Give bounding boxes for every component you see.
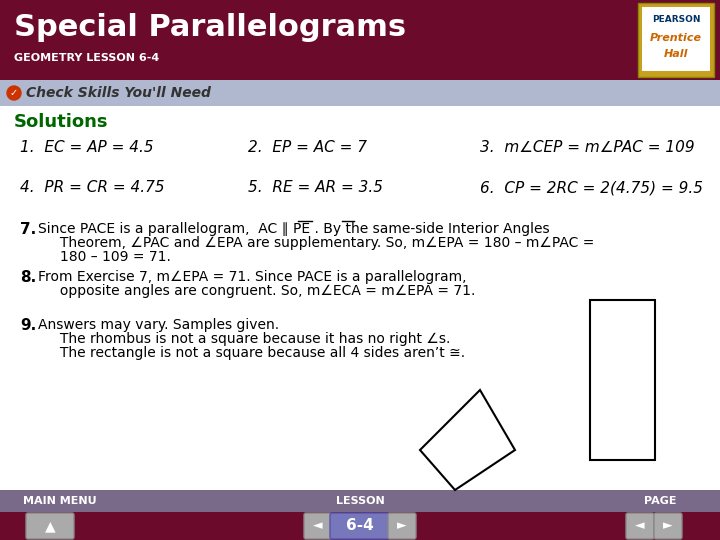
Text: 7.: 7. xyxy=(20,222,36,237)
FancyBboxPatch shape xyxy=(26,513,74,539)
FancyBboxPatch shape xyxy=(0,0,720,80)
Text: 3.  m∠CEP = m∠PAC = 109: 3. m∠CEP = m∠PAC = 109 xyxy=(480,140,695,156)
FancyBboxPatch shape xyxy=(330,513,390,539)
Text: 8.: 8. xyxy=(20,270,36,285)
Text: From Exercise 7, m∠EPA = 71. Since PACE is a parallelogram,: From Exercise 7, m∠EPA = 71. Since PACE … xyxy=(38,270,467,284)
Text: 6.  CP = 2RC = 2(4.75) = 9.5: 6. CP = 2RC = 2(4.75) = 9.5 xyxy=(480,180,703,195)
Text: Hall: Hall xyxy=(664,49,688,59)
Text: Solutions: Solutions xyxy=(14,113,109,131)
Text: 4.  PR = CR = 4.75: 4. PR = CR = 4.75 xyxy=(20,180,165,195)
Text: ◄: ◄ xyxy=(635,519,645,532)
Text: Since PACE is a parallelogram,  AC ∥ PE . By the same-side Interior Angles: Since PACE is a parallelogram, AC ∥ PE .… xyxy=(38,222,549,236)
Text: The rhombus is not a square because it has no right ∠s.: The rhombus is not a square because it h… xyxy=(38,332,451,346)
Text: Prentice: Prentice xyxy=(650,33,702,43)
Text: opposite angles are congruent. So, m∠ECA = m∠EPA = 71.: opposite angles are congruent. So, m∠ECA… xyxy=(38,284,475,298)
FancyBboxPatch shape xyxy=(0,80,720,106)
Text: Special Parallelograms: Special Parallelograms xyxy=(14,14,406,43)
FancyBboxPatch shape xyxy=(638,3,714,77)
FancyBboxPatch shape xyxy=(304,513,332,539)
Text: ►: ► xyxy=(397,519,407,532)
Text: 6-4: 6-4 xyxy=(346,518,374,534)
Text: 5.  RE = AR = 3.5: 5. RE = AR = 3.5 xyxy=(248,180,383,195)
Text: ◄: ◄ xyxy=(313,519,323,532)
Text: The rectangle is not a square because all 4 sides aren’t ≅.: The rectangle is not a square because al… xyxy=(38,346,465,360)
FancyBboxPatch shape xyxy=(654,513,682,539)
FancyBboxPatch shape xyxy=(626,513,654,539)
Text: ✓: ✓ xyxy=(10,88,18,98)
Text: 1.  EC = AP = 4.5: 1. EC = AP = 4.5 xyxy=(20,140,153,156)
Text: MAIN MENU: MAIN MENU xyxy=(23,496,96,506)
Text: 180 – 109 = 71.: 180 – 109 = 71. xyxy=(38,250,171,264)
Text: Answers may vary. Samples given.: Answers may vary. Samples given. xyxy=(38,318,279,332)
Text: PEARSON: PEARSON xyxy=(652,16,701,24)
Text: GEOMETRY LESSON 6-4: GEOMETRY LESSON 6-4 xyxy=(14,53,159,63)
Text: LESSON: LESSON xyxy=(336,496,384,506)
Circle shape xyxy=(7,86,21,100)
Text: ►: ► xyxy=(663,519,672,532)
FancyBboxPatch shape xyxy=(0,490,720,512)
Text: 2.  EP = AC = 7: 2. EP = AC = 7 xyxy=(248,140,367,156)
FancyBboxPatch shape xyxy=(0,512,720,540)
Text: Check Skills You'll Need: Check Skills You'll Need xyxy=(26,86,211,100)
Text: ▲: ▲ xyxy=(45,519,55,533)
Text: PAGE: PAGE xyxy=(644,496,676,506)
FancyBboxPatch shape xyxy=(388,513,416,539)
Text: Theorem, ∠PAC and ∠EPA are supplementary. So, m∠EPA = 180 – m∠PAC =: Theorem, ∠PAC and ∠EPA are supplementary… xyxy=(38,236,595,250)
FancyBboxPatch shape xyxy=(642,7,710,71)
Text: 9.: 9. xyxy=(20,318,36,333)
